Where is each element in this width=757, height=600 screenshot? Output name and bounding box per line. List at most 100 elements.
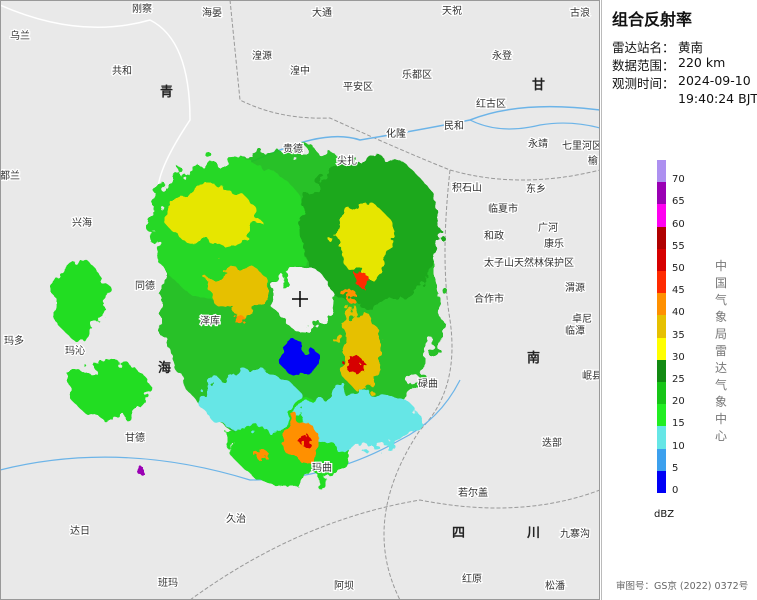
color-segment — [657, 271, 666, 294]
map-label: 永登 — [492, 49, 512, 62]
map-label: 民和 — [444, 120, 464, 132]
map-label: 乌兰 — [10, 29, 30, 42]
range-label: 数据范围： — [612, 58, 675, 73]
color-segment — [657, 248, 666, 271]
colorbar-tick: 65 — [672, 196, 685, 208]
color-segment — [657, 448, 666, 471]
map-label: 积石山 — [452, 182, 482, 194]
colorbar-tick: 50 — [672, 263, 685, 274]
colorbar-tick: 40 — [672, 307, 685, 319]
map-label: 阿坝 — [334, 580, 354, 592]
station-label: 雷达站名： — [612, 40, 675, 55]
map-label: 共和 — [112, 65, 132, 77]
radar-echo-cores — [136, 273, 369, 474]
boundary — [0, 4, 191, 231]
colorbar-tick: 30 — [672, 351, 685, 363]
map-label: 甘 — [532, 77, 545, 93]
map-label: 广河 — [538, 222, 558, 234]
map-label: 海晏 — [202, 6, 222, 19]
color-segment — [657, 404, 666, 427]
station: 黄南 — [678, 40, 704, 55]
colorbar-tick: 10 — [672, 440, 685, 452]
map-label: 南 — [527, 350, 540, 366]
boundary — [229, 0, 600, 181]
date: 2024-09-10 — [678, 73, 751, 88]
color-segment — [657, 470, 666, 493]
map-label: 达日 — [70, 525, 90, 537]
map-label: 平安区 — [343, 80, 373, 93]
map-label: 永靖 — [528, 137, 548, 150]
map-label: 海 — [158, 360, 171, 376]
map-label: 红古区 — [476, 97, 506, 110]
colorbar-tick: 25 — [672, 374, 685, 385]
map-label: 兴海 — [72, 216, 92, 229]
boundary — [189, 489, 600, 600]
map-label: 泽库 — [200, 314, 220, 327]
map-label: 和政 — [484, 229, 504, 242]
map-label: 渭源 — [565, 281, 585, 294]
map-label: 尖扎 — [337, 154, 357, 167]
map-label: 古浪 — [570, 6, 590, 19]
colorbar-tick: 45 — [672, 285, 685, 297]
map-label: 川 — [526, 526, 540, 541]
map-label: 康乐 — [544, 237, 564, 250]
map-label: 化隆 — [386, 127, 406, 140]
map-label: 松潘 — [545, 579, 565, 592]
map-label: 湟中 — [290, 64, 310, 77]
colorbar-tick: 15 — [672, 418, 685, 430]
color-segment — [657, 160, 666, 183]
color-segment — [657, 337, 666, 360]
footer: 审图号：GS京 (2022) 0372号 — [616, 581, 749, 592]
map-label: 九寨沟 — [560, 527, 590, 540]
boundary — [383, 169, 453, 600]
colorbar-tick: 55 — [672, 240, 685, 252]
color-segment — [657, 182, 666, 205]
river — [469, 119, 600, 130]
map-label: 久治 — [226, 512, 246, 525]
map-label: 乐都区 — [402, 69, 432, 81]
map-label: 红原 — [462, 572, 482, 585]
map-label: 都兰 — [0, 169, 20, 182]
map-label: 若尔盖 — [458, 486, 488, 499]
map-label: 贵德 — [283, 142, 303, 155]
map-label: 榆中 — [588, 154, 600, 167]
colorbar-tick: 60 — [672, 218, 685, 230]
map-label: 四 — [452, 526, 465, 541]
colorbar-tick: 5 — [672, 462, 679, 474]
map-label: 大通 — [312, 6, 332, 19]
colorbar-tick: 0 — [672, 485, 679, 496]
range: 220 km — [678, 55, 726, 70]
map-label: 班玛 — [158, 577, 178, 589]
map-label: 岷县 — [582, 370, 600, 382]
map-label: 合作市 — [474, 292, 504, 305]
map-label: 七里河区 — [562, 140, 600, 152]
map-label: 刚察 — [132, 2, 152, 15]
map-label: 玛曲 — [312, 462, 332, 474]
map-label: 卓尼 — [572, 313, 592, 325]
map-label: 甘德 — [125, 431, 145, 444]
color-segment — [657, 293, 666, 316]
color-segment — [657, 315, 666, 338]
map-label: 临夏市 — [488, 202, 518, 215]
map-label: 青 — [160, 84, 173, 100]
map-label: 碌曲 — [418, 378, 438, 390]
map-label: 玛沁 — [65, 345, 85, 357]
radar-echo — [55, 150, 440, 485]
colorbar-tick: 70 — [672, 174, 685, 186]
color-segment — [657, 382, 666, 405]
clock: 19:40:24 BJT — [678, 91, 757, 106]
map-label: 天祝 — [442, 4, 462, 17]
map-label: 同德 — [135, 279, 155, 292]
color-segment — [657, 426, 666, 449]
info-panel: 组合反射率 雷达站名： 黄南 数据范围： 220 km 观测时间： 2024-0… — [601, 0, 757, 600]
colorbar-tick: 20 — [672, 396, 685, 408]
map-label: 玛多 — [4, 334, 24, 347]
panel-title: 组合反射率 — [612, 10, 693, 29]
color-segment — [657, 226, 666, 249]
map-label: 迭部 — [542, 436, 562, 449]
map-label: 东乡 — [526, 182, 546, 195]
map-label: 湟源 — [252, 49, 272, 62]
colorbar-tick: 35 — [672, 329, 685, 341]
